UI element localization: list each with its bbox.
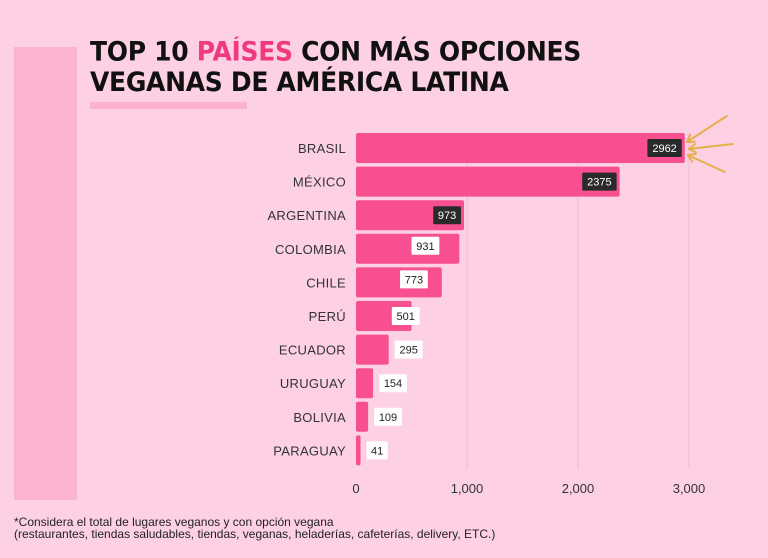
value-label-box <box>647 139 682 157</box>
title-line-2: VEGANAS DE AMÉRICA LATINA <box>90 67 509 98</box>
value-label-box <box>391 307 420 325</box>
value-label-box <box>374 407 402 426</box>
decorative-side-panel <box>14 47 77 500</box>
value-label: 501 <box>397 311 415 323</box>
category-label: MÉXICO <box>293 175 346 190</box>
title-underline <box>90 102 247 109</box>
value-label: 295 <box>399 345 417 357</box>
bar <box>356 334 389 365</box>
arrow-head <box>687 148 698 154</box>
arrow-head <box>686 154 694 163</box>
footnote-line-2: (restaurantes, tiendas saludables, tiend… <box>14 527 496 541</box>
x-tick-label: 1,000 <box>451 481 484 496</box>
value-label: 973 <box>438 210 456 222</box>
arrow-shaft <box>685 115 728 143</box>
arrow-head <box>687 143 697 150</box>
bar <box>356 401 369 432</box>
value-label: 109 <box>379 412 397 424</box>
value-label: 154 <box>384 378 402 390</box>
value-label: 41 <box>371 445 383 457</box>
footnote: *Considera el total de lugares veganos y… <box>14 516 495 540</box>
value-label-box <box>433 206 462 225</box>
bar <box>356 267 442 298</box>
value-label-box <box>366 441 388 460</box>
title-suffix: CON MÁS OPCIONES <box>292 36 581 67</box>
title-prefix: TOP 10 <box>90 36 197 67</box>
category-labels: BRASIL MÉXICO ARGENTINA COLOMBIA CHILE PERÚ EC… <box>267 141 346 458</box>
category-label: BRASIL <box>298 141 346 156</box>
bar <box>356 166 620 197</box>
bar <box>356 368 374 399</box>
bar <box>356 435 361 466</box>
category-label: COLOMBIA <box>275 242 346 257</box>
x-tick-label: 3,000 <box>673 481 706 496</box>
footnote-line-1: *Considera el total de lugares veganos y… <box>14 515 334 529</box>
value-label-box <box>379 374 407 393</box>
arrow-shaft <box>686 154 726 173</box>
category-label: PARAGUAY <box>273 443 346 458</box>
x-tick-label: 2,000 <box>562 481 595 496</box>
value-label-box <box>400 270 428 289</box>
value-label: 2962 <box>652 143 676 155</box>
arrow-shaft <box>687 143 734 150</box>
arrow-head <box>686 153 697 156</box>
category-label: ECUADOR <box>279 343 346 358</box>
bar <box>356 233 460 264</box>
value-label: 773 <box>405 274 423 286</box>
value-label-box <box>411 236 440 255</box>
value-label-box <box>582 172 617 191</box>
category-label: CHILE <box>306 275 346 290</box>
title-accent: PAÍSES <box>196 36 293 67</box>
chart-title: TOP 10 PAÍSES CON MÁS OPCIONES VEGANAS D… <box>90 37 581 98</box>
title-line-1: TOP 10 PAÍSES CON MÁS OPCIONES <box>90 37 581 67</box>
category-label: URUGUAY <box>280 376 346 391</box>
category-label: BOLIVIA <box>293 410 346 425</box>
value-labels: 2962 2375 973 931 773 501 295 154 109 41 <box>366 139 682 460</box>
bars <box>356 133 685 466</box>
x-axis-ticks: 0 1,000 2,000 3,000 <box>352 481 705 496</box>
annotation-arrows <box>685 115 734 173</box>
value-label: 931 <box>416 241 434 253</box>
arrow-head <box>685 133 692 143</box>
category-label: PERÚ <box>309 309 346 324</box>
category-label: ARGENTINA <box>267 208 346 223</box>
value-label: 2375 <box>587 177 611 189</box>
value-label-box <box>394 340 423 359</box>
x-tick-label: 0 <box>352 481 359 496</box>
bar <box>356 133 685 163</box>
